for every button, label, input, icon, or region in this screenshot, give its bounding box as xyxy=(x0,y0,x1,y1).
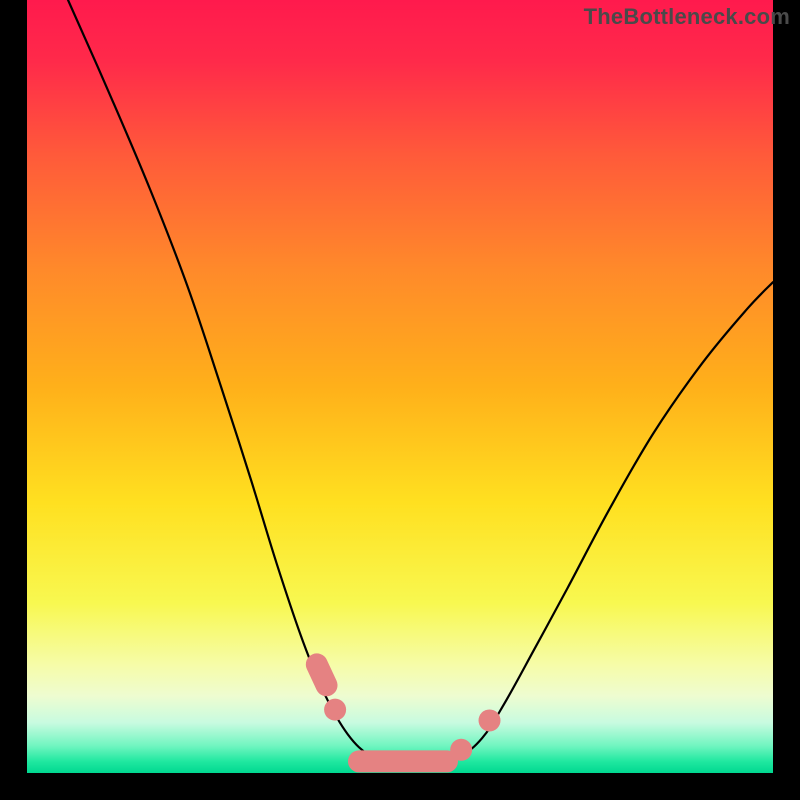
chart-plot-area xyxy=(27,0,773,773)
bottleneck-chart-svg xyxy=(27,0,773,773)
watermark-text: TheBottleneck.com xyxy=(584,4,790,30)
chart-background-gradient xyxy=(27,0,773,773)
marker-capsule xyxy=(348,750,458,772)
marker-dot xyxy=(479,709,501,731)
chart-frame: TheBottleneck.com xyxy=(0,0,800,800)
marker-dot xyxy=(450,739,472,761)
marker-dot xyxy=(324,699,346,721)
